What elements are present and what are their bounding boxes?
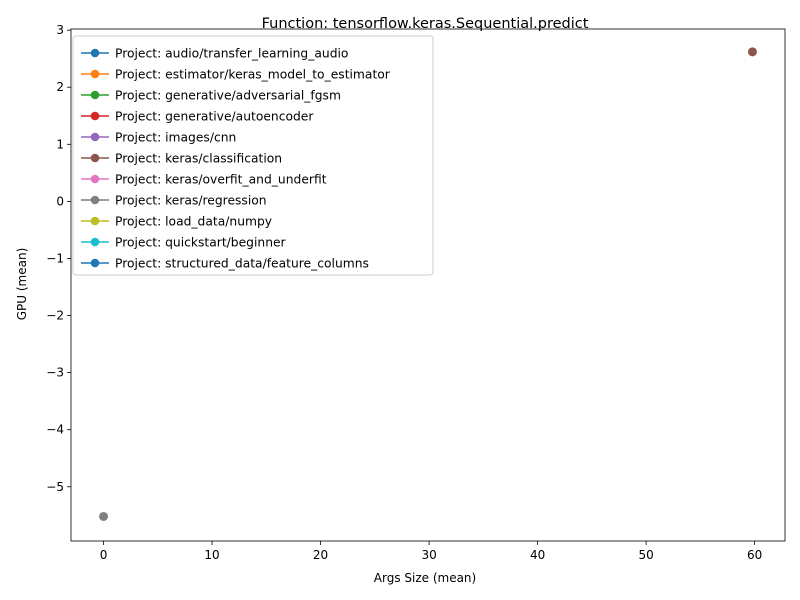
y-tick-label: 1 [56,137,64,151]
y-tick-label: −1 [46,251,64,265]
x-axis: 0 10 20 30 40 50 60 [100,541,762,562]
x-tick-label: 50 [638,548,653,562]
legend-label: Project: keras/regression [115,194,267,208]
x-tick-label: 60 [747,548,762,562]
legend-label: Project: quickstart/beginner [115,236,287,250]
y-tick-label: −4 [46,423,64,437]
plot-frame [70,28,786,542]
legend-label: Project: generative/autoencoder [115,110,314,124]
y-tick-label: 2 [56,80,64,94]
legend-label: Project: estimator/keras_model_to_estima… [115,68,391,82]
legend: Project: audio/transfer_learning_audio Pr… [72,35,434,276]
legend-label: Project: generative/adversarial_fgsm [115,89,341,103]
legend-marker [90,237,100,247]
legend-marker [90,258,100,268]
x-tick-label: 0 [100,548,108,562]
legend-marker [90,174,100,184]
legend-marker [90,111,100,121]
y-axis-label: GPU (mean) [15,248,29,321]
y-tick-label: −3 [46,366,64,380]
legend-label: Project: structured_data/feature_columns [115,257,369,271]
y-tick-label: −5 [46,480,64,494]
x-tick-label: 20 [313,548,328,562]
legend-label: Project: audio/transfer_learning_audio [115,47,348,61]
data-point [747,47,757,57]
y-tick-label: −2 [46,309,64,323]
data-point [99,511,109,521]
legend-marker [90,48,100,58]
legend-marker [90,153,100,163]
legend-marker [90,132,100,142]
y-tick-label: 0 [56,194,64,208]
legend-marker [90,69,100,79]
x-tick-label: 40 [530,548,545,562]
x-axis-label: Args Size (mean) [374,571,476,585]
legend-marker [90,90,100,100]
legend-marker [90,216,100,226]
legend-label: Project: keras/overfit_and_underfit [115,173,327,187]
chart-title: Function: tensorflow.keras.Sequential.pr… [262,16,589,32]
legend-marker [90,195,100,205]
legend-label: Project: load_data/numpy [115,215,272,229]
y-tick-label: 3 [56,23,64,37]
y-axis: −5 −4 −3 −2 −1 0 1 2 3 [46,23,71,494]
x-tick-label: 30 [421,548,436,562]
legend-box [72,35,434,276]
legend-label: Project: keras/classification [115,152,282,166]
legend-label: Project: images/cnn [115,131,236,145]
plot-area [70,28,786,542]
x-tick-label: 10 [204,548,219,562]
